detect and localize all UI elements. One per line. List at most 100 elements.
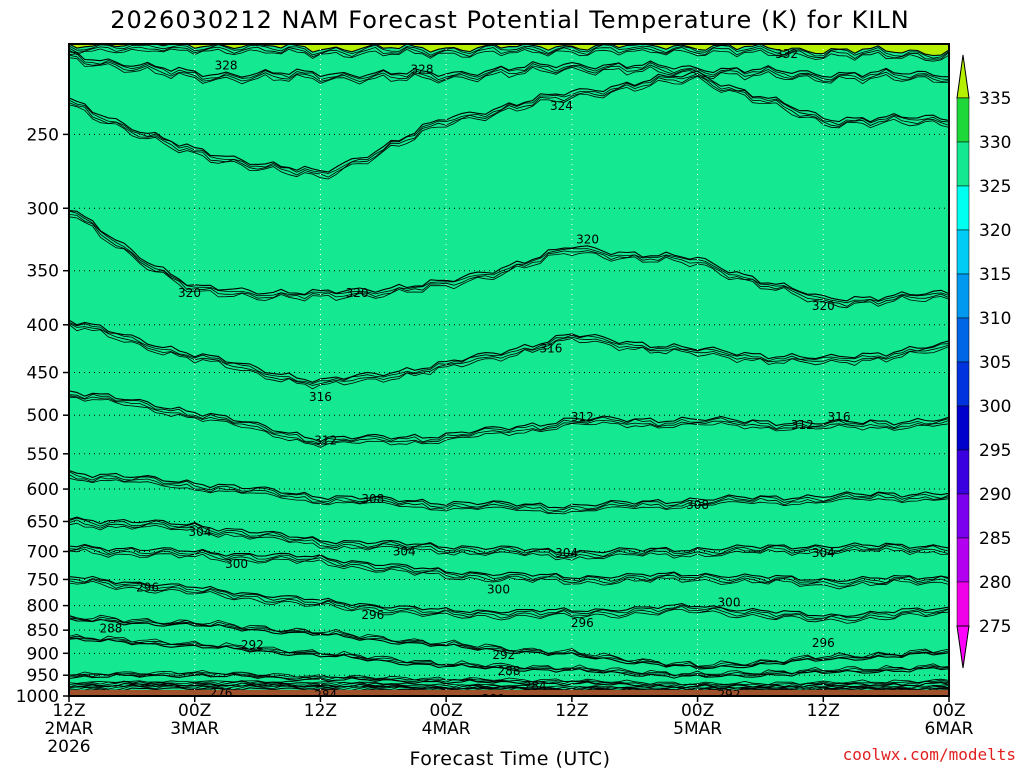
x-tick-line: 00Z xyxy=(681,701,714,721)
contour-labels: 328 328 332 324 320 320 320 320 316 316 316 312 312 3… xyxy=(99,47,850,706)
contour-label-300: 300 xyxy=(487,583,510,597)
isentrope-300 xyxy=(69,543,949,582)
contour-label-320: 320 xyxy=(812,299,835,313)
plot-area: 328 328 332 324 320 320 320 320 316 316 316 312 312 3… xyxy=(69,44,949,706)
contour-label-316: 316 xyxy=(539,341,562,355)
theta-color-bands xyxy=(69,44,949,696)
colorbar-label-320: 320 xyxy=(979,221,1011,241)
x-tick-label-36: 00Z 4MAR xyxy=(422,701,471,739)
contour-label-324: 324 xyxy=(550,99,573,113)
x-tick-label-12: 00Z 3MAR xyxy=(170,701,219,739)
y-tick-label-850: 850 xyxy=(27,621,59,641)
isentrope-304 xyxy=(69,516,949,555)
colorbar-label-305: 305 xyxy=(979,353,1011,373)
isentrope-minor-332-3 xyxy=(69,48,949,62)
x-tick-line: 00Z xyxy=(932,701,965,721)
contour-label-280: 280 xyxy=(482,692,505,706)
credit-text: coolwx.com/modelts xyxy=(843,745,1016,764)
y-tick-label-450: 450 xyxy=(27,364,59,384)
contour-label-308: 308 xyxy=(686,498,709,512)
y-tick-label-600: 600 xyxy=(27,480,59,500)
colorbar-segment-290 xyxy=(956,493,970,539)
x-tick-line: 4MAR xyxy=(422,719,471,739)
isentrope-minor-296-1 xyxy=(69,578,949,619)
x-tick-line: 3MAR xyxy=(170,719,219,739)
y-tick-label-950: 950 xyxy=(27,666,59,686)
isentrope-minor-324-3 xyxy=(69,75,949,180)
isentrope-minor-296-3 xyxy=(69,580,949,624)
isentrope-308 xyxy=(69,469,949,509)
contour-label-296: 296 xyxy=(812,636,835,650)
contour-label-304: 304 xyxy=(189,525,212,539)
isentrope-minor-332-2 xyxy=(69,46,949,60)
contour-label-296: 296 xyxy=(571,616,594,630)
contour-label-312: 312 xyxy=(571,410,594,424)
isentrope-minor-324-1 xyxy=(69,73,949,174)
x-tick-line: 12Z xyxy=(807,701,840,721)
x-tick-label-60: 00Z 5MAR xyxy=(673,701,722,739)
contour-label-296: 296 xyxy=(361,608,384,622)
x-tick-label-48: 12Z xyxy=(555,701,588,721)
contour-label-292: 292 xyxy=(718,687,741,701)
x-tick-line: 00Z xyxy=(178,701,211,721)
ground-terrain xyxy=(69,689,949,696)
isentrope-minor-312-1 xyxy=(69,393,949,445)
isentrope-minor-324-2 xyxy=(69,75,949,178)
colorbar-top-arrow xyxy=(956,54,970,99)
isentrope-minor-300-1 xyxy=(69,544,949,585)
colorbar-label-315: 315 xyxy=(979,265,1011,285)
x-tick-label-72: 12Z xyxy=(807,701,840,721)
contour-label-288: 288 xyxy=(498,664,521,678)
isentrope-minor-312-2 xyxy=(69,395,949,446)
y-tick-label-350: 350 xyxy=(27,262,59,282)
colorbar-segment-325 xyxy=(956,185,970,231)
colorbar-label-290: 290 xyxy=(979,485,1011,505)
contour-label-316: 316 xyxy=(309,390,332,404)
isentrope-minor-300-2 xyxy=(69,546,949,587)
gridlines xyxy=(69,44,949,696)
colorbar-segment-280 xyxy=(956,581,970,627)
isentrope-296 xyxy=(69,575,949,617)
x-tick-label-0: 12Z 2MAR 2026 xyxy=(45,701,94,757)
y-axis: 250 300 350 400 450 500 550 600 650 700 750 800 850 9… xyxy=(16,125,69,707)
isentrope-312 xyxy=(69,390,949,443)
contour-label-304: 304 xyxy=(393,545,416,559)
isentrope-minor-328-2 xyxy=(69,54,949,83)
contour-label-296: 296 xyxy=(136,581,159,595)
y-tick-label-650: 650 xyxy=(27,513,59,533)
y-tick-label-250: 250 xyxy=(27,125,59,145)
isentrope-minor-308-1 xyxy=(69,471,949,511)
isentrope-288 xyxy=(69,637,949,679)
isentrope-minor-304-3 xyxy=(69,522,949,561)
y-tick-label-550: 550 xyxy=(27,445,59,465)
contour-label-308: 308 xyxy=(361,492,384,506)
contour-label-304: 304 xyxy=(555,546,578,560)
isentrope-minor-292-3 xyxy=(69,614,949,667)
contour-label-304: 304 xyxy=(812,546,835,560)
colorbar-label-295: 295 xyxy=(979,441,1011,461)
contour-label-320: 320 xyxy=(346,286,369,300)
contour-label-288: 288 xyxy=(99,622,122,636)
isentrope-minor-308-2 xyxy=(69,474,949,514)
contour-label-312: 312 xyxy=(791,418,814,432)
y-tick-label-900: 900 xyxy=(27,644,59,664)
colorbar: 335 330 325 320 315 310 305 300 295 290 285 280 275 xyxy=(956,54,1011,669)
contour-label-292: 292 xyxy=(241,638,264,652)
contour-label-320: 320 xyxy=(576,232,599,246)
y-tick-label-400: 400 xyxy=(27,316,59,336)
isentrope-minor-316-3 xyxy=(69,323,949,390)
contour-label-292: 292 xyxy=(492,648,515,662)
isentrope-minor-292-2 xyxy=(69,615,949,668)
isentrope-328 xyxy=(69,51,949,79)
isentrope-minor-320-1 xyxy=(69,210,949,304)
isentrope-minor-304-1 xyxy=(69,517,949,557)
x-tick-line: 12Z xyxy=(304,701,337,721)
isentrope-324 xyxy=(69,70,949,173)
isentrope-minor-316-2 xyxy=(69,322,949,386)
isentrope-minor-304-2 xyxy=(69,519,949,559)
colorbar-segment-305 xyxy=(956,361,970,407)
x-axis-title: Forecast Time (UTC) xyxy=(410,748,611,768)
colorbar-bottom-arrow xyxy=(956,625,970,669)
contour-label-300: 300 xyxy=(225,557,248,571)
